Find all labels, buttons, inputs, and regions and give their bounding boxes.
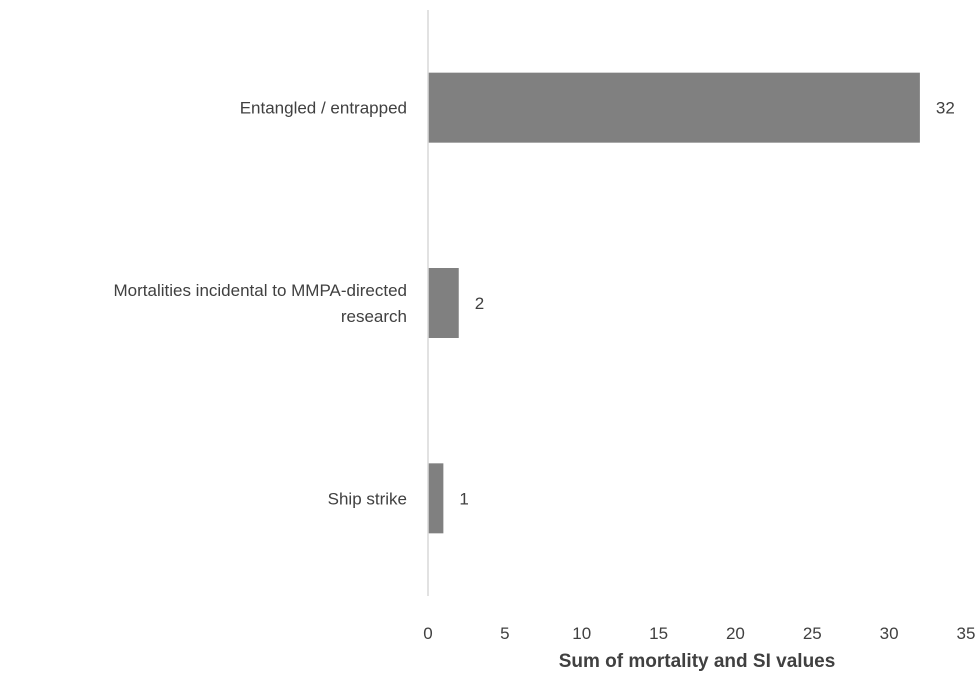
- category-label-mortalities-incidental-to-line-2: research: [341, 307, 407, 326]
- bar-mortalities-incidental-to: [428, 268, 459, 338]
- data-label-entangled-entrapped: 32: [936, 99, 955, 118]
- data-labels-group: 32 2 1: [459, 99, 954, 509]
- x-tick-label-15: 15: [649, 624, 668, 643]
- data-label-ship-strike: 1: [459, 489, 468, 508]
- category-label-ship-strike: Ship strike: [328, 489, 407, 508]
- x-tick-label-5: 5: [500, 624, 509, 643]
- x-tick-label-35: 35: [957, 624, 976, 643]
- data-label-mortalities-incidental-to: 2: [475, 294, 484, 313]
- bar-entangled-entrapped: [428, 72, 920, 143]
- x-tick-label-10: 10: [572, 624, 591, 643]
- x-tick-label-30: 30: [880, 624, 899, 643]
- x-tick-labels-group: 0 5 10 15 20 25 30 35: [423, 624, 975, 643]
- x-axis-title: Sum of mortality and SI values: [559, 651, 836, 672]
- category-label-mortalities-incidental-to-line-1: Mortalities incidental to MMPA-directed: [113, 281, 407, 300]
- category-label-entangled-entrapped: Entangled / entrapped: [240, 99, 407, 118]
- x-tick-label-20: 20: [726, 624, 745, 643]
- x-tick-label-0: 0: [423, 624, 432, 643]
- category-labels-group: Entangled / entrapped Mortalities inciden…: [113, 99, 407, 509]
- bar-ship-strike: [428, 463, 444, 534]
- bars-group: [428, 72, 920, 534]
- x-tick-label-25: 25: [803, 624, 822, 643]
